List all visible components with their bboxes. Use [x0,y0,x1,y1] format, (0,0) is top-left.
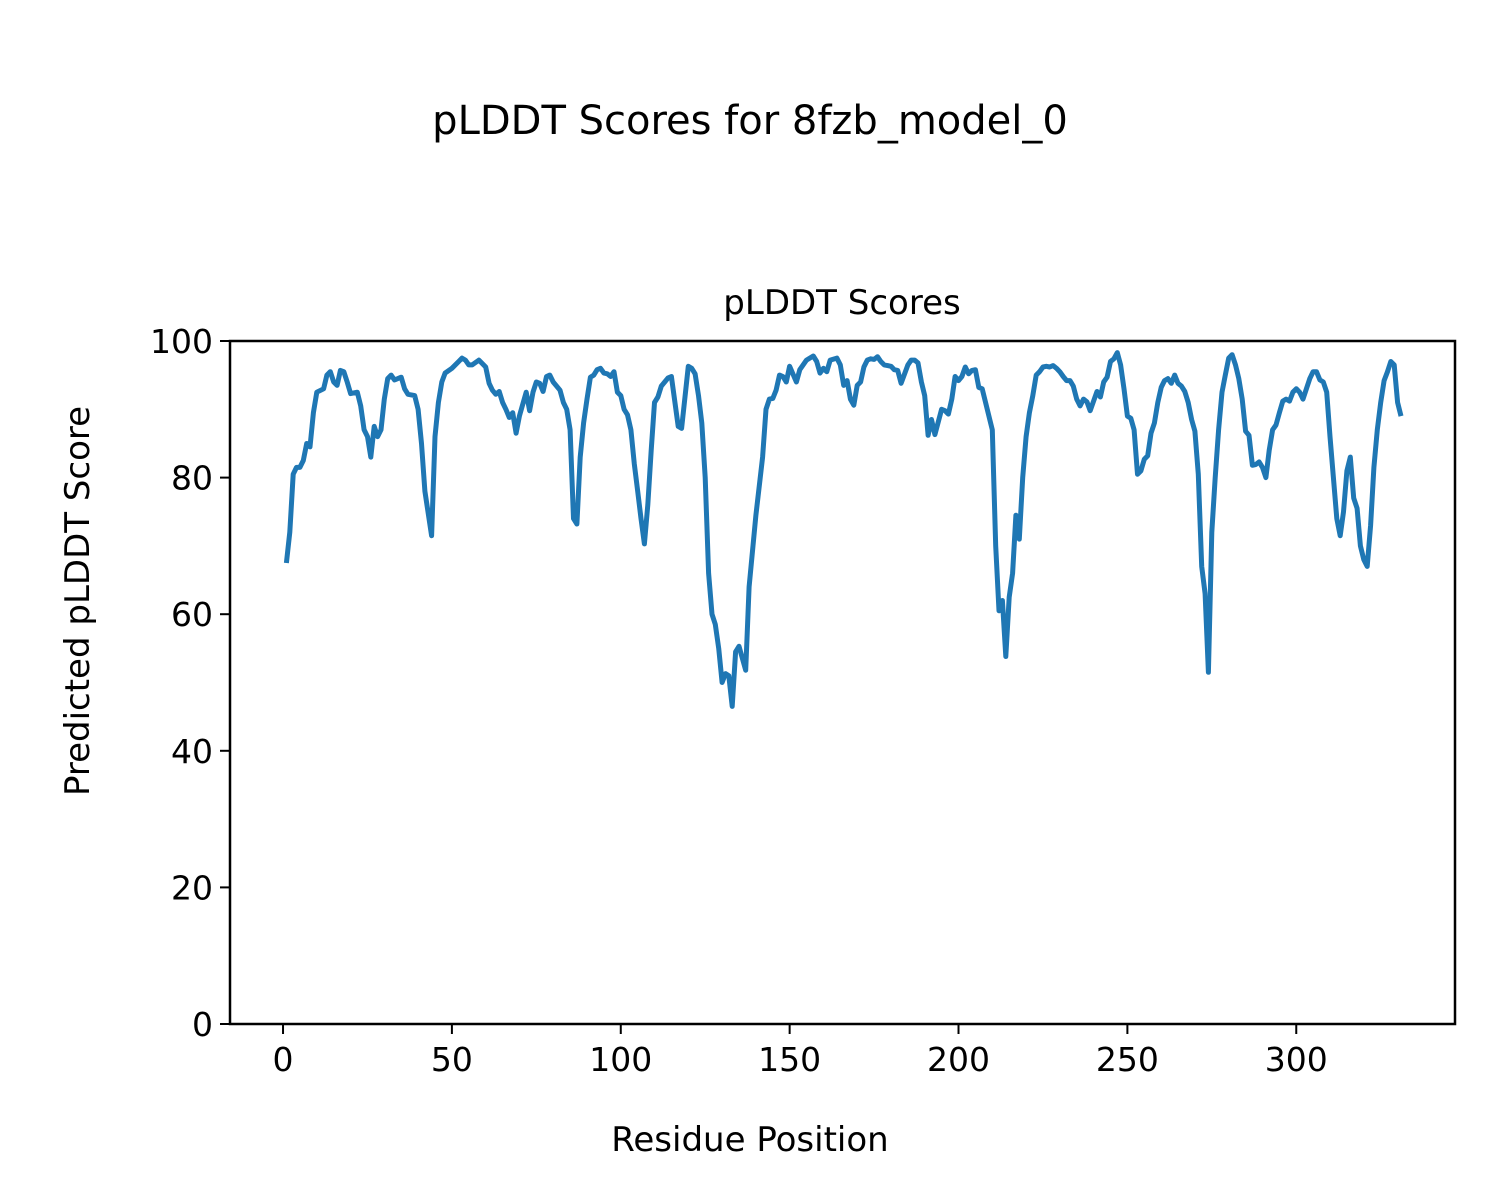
x-tick-label: 50 [431,1040,473,1079]
y-tick-label: 80 [171,459,213,498]
x-tick-label: 150 [758,1040,821,1079]
x-tick-label: 300 [1265,1040,1328,1079]
x-tick-label: 100 [589,1040,652,1079]
x-tick-label: 0 [273,1040,294,1079]
y-tick-label: 20 [171,868,213,907]
x-tick-label: 200 [927,1040,990,1079]
x-axis-label: Residue Position [611,1120,888,1160]
y-axis-label: Predicted pLDDT Score [58,406,98,796]
figure-title: pLDDT Scores for 8fzb_model_0 [432,98,1068,144]
x-tick-label: 250 [1096,1040,1159,1079]
axes-title: pLDDT Scores [723,283,960,323]
series-line-plddt [283,350,1404,709]
y-tick-label: 40 [171,732,213,771]
y-tick-label: 60 [171,595,213,634]
axes-frame [228,339,1457,1026]
y-tick-label: 0 [192,1005,213,1044]
plot-area [283,350,1404,709]
axis-ticks: 0 50 100 150 200 250 300 0 20 40 60 80 100 [150,322,1328,1079]
y-tick-label: 100 [150,322,213,361]
